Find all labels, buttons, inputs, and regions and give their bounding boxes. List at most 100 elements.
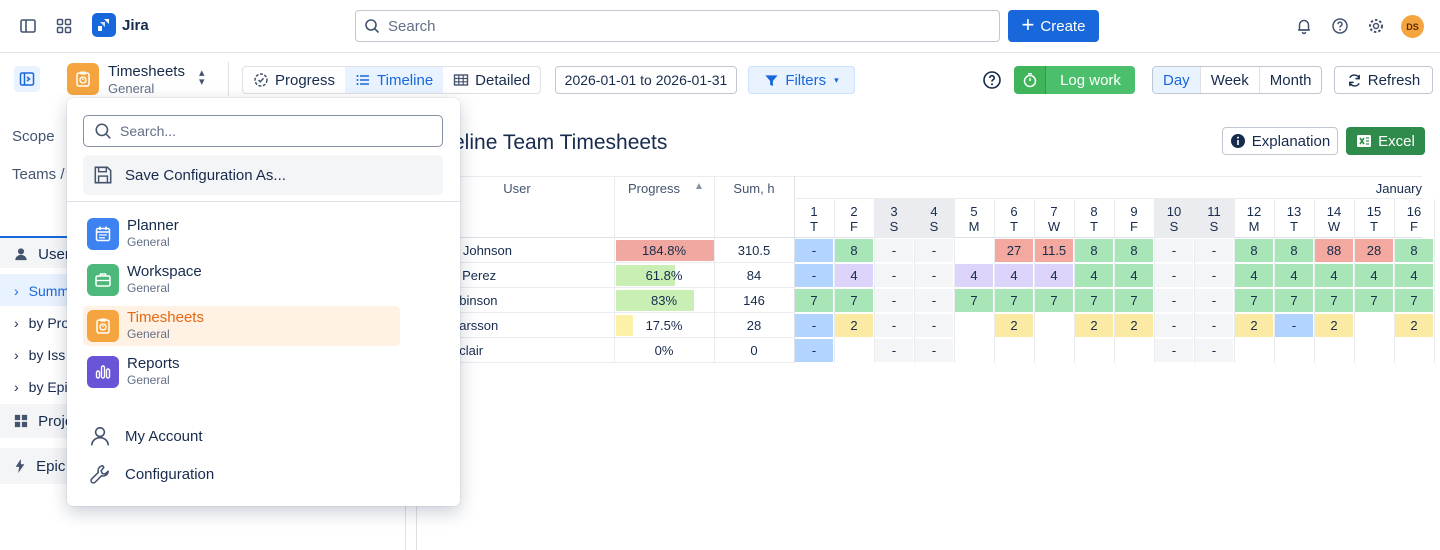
- view-timeline-button[interactable]: Timeline: [345, 67, 444, 93]
- app-item-planner[interactable]: Planner General: [83, 214, 400, 254]
- day-cell[interactable]: 2: [1115, 314, 1154, 338]
- day-cell[interactable]: -: [1155, 339, 1194, 363]
- day-cell[interactable]: -: [1195, 289, 1234, 313]
- day-cell[interactable]: -: [1155, 314, 1194, 338]
- day-cell[interactable]: -: [795, 314, 834, 338]
- day-cell[interactable]: [995, 339, 1034, 363]
- app-switcher-icon[interactable]: [52, 14, 76, 38]
- day-cell[interactable]: -: [875, 239, 914, 263]
- day-cell[interactable]: -: [915, 289, 954, 313]
- day-cell[interactable]: 8: [1235, 239, 1274, 263]
- excel-export-button[interactable]: Excel: [1346, 127, 1425, 155]
- day-cell[interactable]: 7: [795, 289, 834, 313]
- nav-by-issue[interactable]: › by Iss: [14, 347, 66, 363]
- day-cell[interactable]: -: [915, 314, 954, 338]
- day-cell[interactable]: -: [1155, 264, 1194, 288]
- day-cell[interactable]: -: [1195, 239, 1234, 263]
- view-progress-button[interactable]: Progress: [243, 67, 345, 93]
- user-name[interactable]: s Perez: [452, 268, 497, 283]
- user-name[interactable]: obinson: [452, 293, 498, 308]
- my-account-link[interactable]: My Account: [89, 422, 203, 450]
- day-cell[interactable]: -: [1195, 264, 1234, 288]
- product-name[interactable]: Jira: [122, 17, 149, 34]
- day-cell[interactable]: -: [795, 264, 834, 288]
- day-cell[interactable]: -: [795, 239, 834, 263]
- dropdown-search-input[interactable]: Search...: [83, 115, 443, 147]
- day-cell[interactable]: [1035, 314, 1074, 338]
- current-app-selector[interactable]: Timesheets General ▴ ▾: [66, 62, 216, 98]
- day-cell[interactable]: 4: [955, 264, 994, 288]
- day-cell[interactable]: [955, 314, 994, 338]
- day-cell[interactable]: 8: [1275, 239, 1314, 263]
- day-cell[interactable]: 88: [1315, 239, 1354, 263]
- day-cell[interactable]: 2: [835, 314, 874, 338]
- day-cell[interactable]: -: [1155, 239, 1194, 263]
- day-cell[interactable]: 11.5: [1035, 239, 1074, 263]
- period-month-button[interactable]: Month: [1258, 67, 1322, 93]
- day-cell[interactable]: 7: [1355, 289, 1394, 313]
- day-cell[interactable]: 7: [1275, 289, 1314, 313]
- day-cell[interactable]: [1395, 339, 1434, 363]
- day-cell[interactable]: -: [1195, 314, 1234, 338]
- day-cell[interactable]: 7: [955, 289, 994, 313]
- view-detailed-button[interactable]: Detailed: [443, 67, 540, 93]
- day-cell[interactable]: 2: [995, 314, 1034, 338]
- user-name[interactable]: n Johnson: [452, 243, 512, 258]
- help-question-icon[interactable]: [1328, 14, 1352, 38]
- day-cell[interactable]: -: [875, 264, 914, 288]
- column-header-user[interactable]: User: [503, 181, 531, 196]
- day-cell[interactable]: -: [875, 289, 914, 313]
- day-cell[interactable]: [1115, 339, 1154, 363]
- day-cell[interactable]: 4: [1115, 264, 1154, 288]
- nav-projects[interactable]: Proje: [14, 413, 73, 430]
- day-cell[interactable]: 4: [995, 264, 1034, 288]
- day-cell[interactable]: [955, 239, 994, 263]
- day-cell[interactable]: 7: [1035, 289, 1074, 313]
- day-cell[interactable]: -: [875, 339, 914, 363]
- day-cell[interactable]: 7: [1115, 289, 1154, 313]
- day-cell[interactable]: -: [915, 239, 954, 263]
- day-cell[interactable]: 4: [1395, 264, 1434, 288]
- day-cell[interactable]: -: [875, 314, 914, 338]
- notifications-bell-icon[interactable]: [1292, 14, 1316, 38]
- period-week-button[interactable]: Week: [1199, 67, 1259, 93]
- user-name[interactable]: Larsson: [452, 318, 499, 333]
- global-search-input[interactable]: Search: [355, 10, 1000, 42]
- day-cell[interactable]: 2: [1235, 314, 1274, 338]
- nav-by-epic[interactable]: › by Epi: [14, 379, 68, 395]
- nav-epic[interactable]: Epic t: [14, 458, 74, 475]
- period-day-button[interactable]: Day: [1153, 67, 1200, 93]
- explanation-button[interactable]: Explanation: [1222, 127, 1338, 155]
- day-cell[interactable]: -: [915, 264, 954, 288]
- refresh-button[interactable]: Refresh: [1334, 66, 1433, 94]
- save-configuration-button[interactable]: Save Configuration As...: [83, 155, 443, 195]
- day-cell[interactable]: 2: [1395, 314, 1434, 338]
- day-cell[interactable]: -: [1155, 289, 1194, 313]
- day-cell[interactable]: -: [795, 339, 834, 363]
- column-header-progress[interactable]: Progress: [627, 181, 681, 196]
- day-cell[interactable]: 27: [995, 239, 1034, 263]
- day-cell[interactable]: -: [915, 339, 954, 363]
- day-cell[interactable]: [1355, 314, 1394, 338]
- jira-logo-icon[interactable]: [92, 13, 116, 37]
- panel-toggle-icon[interactable]: [14, 66, 40, 92]
- day-cell[interactable]: [835, 339, 874, 363]
- sort-ascending-icon[interactable]: ▲: [694, 181, 704, 192]
- day-cell[interactable]: [1075, 339, 1114, 363]
- day-cell[interactable]: 7: [1315, 289, 1354, 313]
- app-item-reports[interactable]: Reports General: [83, 352, 400, 392]
- user-avatar[interactable]: DS: [1401, 15, 1424, 38]
- day-cell[interactable]: 8: [1075, 239, 1114, 263]
- day-cell[interactable]: 7: [1395, 289, 1434, 313]
- nav-by-project[interactable]: › by Pro: [14, 315, 70, 331]
- day-cell[interactable]: [1235, 339, 1274, 363]
- app-item-timesheets[interactable]: Timesheets General: [83, 306, 400, 346]
- date-range-picker[interactable]: 2026-01-01 to 2026-01-31: [555, 66, 737, 94]
- day-cell[interactable]: [1035, 339, 1074, 363]
- day-cell[interactable]: 4: [1275, 264, 1314, 288]
- day-cell[interactable]: 4: [1075, 264, 1114, 288]
- day-cell[interactable]: 7: [1235, 289, 1274, 313]
- day-cell[interactable]: -: [1195, 339, 1234, 363]
- app-item-workspace[interactable]: Workspace General: [83, 260, 400, 300]
- day-cell[interactable]: -: [1275, 314, 1314, 338]
